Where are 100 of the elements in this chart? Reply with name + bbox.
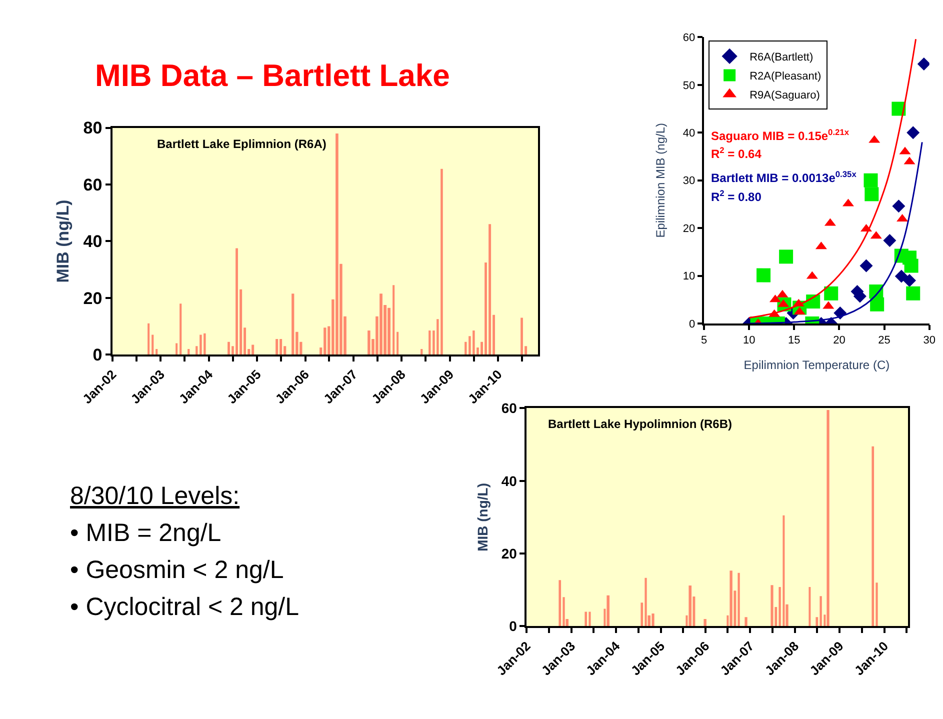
- point: [779, 250, 794, 264]
- bar: [558, 580, 562, 626]
- y-axis-title: MIB (ng/L): [474, 482, 490, 552]
- bar: [652, 614, 654, 626]
- y-tick-label: 40: [83, 232, 102, 252]
- annotation: Saguaro MIB = 0.15e$^{0.21x}$: [711, 127, 850, 144]
- x-tick-label: 20: [833, 334, 846, 346]
- bar: [200, 334, 202, 355]
- bar: [808, 586, 811, 626]
- bar: [588, 612, 591, 626]
- bar: [730, 570, 732, 626]
- bar: [276, 339, 278, 355]
- y-axis-title: Epilimnion MIB (ng/L): [654, 122, 668, 238]
- point: [904, 258, 918, 273]
- x-axis-title: Epilimnion Temperature (C): [744, 358, 890, 372]
- bar: [388, 308, 390, 355]
- bar: [704, 618, 706, 626]
- annotation: R$^{2}$ = 0.64: [711, 145, 762, 162]
- bar: [488, 224, 492, 355]
- bar: [396, 332, 399, 355]
- bar: [420, 348, 423, 355]
- y-tick-label: 40: [682, 127, 696, 140]
- bar: [770, 585, 774, 626]
- bar: [688, 586, 692, 626]
- legend-label: R6A(Bartlett): [750, 52, 814, 64]
- bar: [744, 617, 748, 626]
- point: [906, 126, 920, 140]
- bar: [252, 344, 254, 355]
- bar: [176, 343, 178, 355]
- bar: [820, 596, 822, 626]
- y-axis-title: MIB (ng/L): [53, 200, 72, 283]
- bar: [180, 304, 182, 355]
- x-tick-label: 15: [788, 334, 800, 346]
- point: [864, 187, 879, 202]
- y-tick-label: 0: [509, 618, 518, 634]
- y-tick-label: 0: [688, 318, 696, 330]
- x-tick-label: 5: [700, 334, 708, 346]
- y-tick-label: 20: [682, 222, 696, 235]
- bar: [738, 572, 740, 626]
- bar: [440, 168, 443, 355]
- point: [870, 297, 884, 312]
- bar: [428, 330, 431, 355]
- point: [892, 200, 906, 213]
- text: 8/30/10 Levels:: [70, 482, 240, 510]
- x-tick-label: 30: [923, 334, 936, 346]
- x-tick-label: 10: [742, 334, 756, 346]
- legend-label: R9A(Saguaro): [750, 90, 820, 102]
- bar: [280, 339, 282, 355]
- point: [906, 286, 920, 300]
- bar: [380, 294, 382, 355]
- bar: [196, 346, 198, 355]
- bar: [782, 515, 785, 626]
- y-tick-label: 60: [83, 175, 102, 194]
- bar: [148, 323, 150, 355]
- bar: [826, 410, 830, 626]
- bar: [156, 348, 158, 355]
- bar: [584, 612, 587, 626]
- x-tick-label: 25: [878, 334, 890, 346]
- point: [894, 270, 908, 283]
- y-tick-label: 80: [83, 118, 102, 138]
- point: [903, 274, 916, 288]
- y-tick-label: 0: [92, 346, 102, 365]
- bar: [292, 294, 294, 355]
- annotation: R$^{2}$ = 0.80: [711, 188, 762, 204]
- bar: [472, 330, 475, 355]
- bar: [520, 318, 523, 355]
- text: Bartlett Lake Eplimnion (R6A): [157, 137, 326, 151]
- y-tick-label: 20: [83, 288, 102, 308]
- text: • Geosmin < 2 ng/L: [70, 556, 284, 584]
- legend-label: R2A(Pleasant): [750, 70, 822, 83]
- annotation: Bartlett MIB = 0.0013e$^{0.35x}$: [711, 169, 857, 186]
- bar: [392, 285, 395, 355]
- y-tick-label: 50: [682, 80, 696, 92]
- y-tick-label: 40: [501, 472, 518, 489]
- point: [860, 259, 873, 272]
- bar: [336, 133, 338, 355]
- bar: [188, 348, 190, 355]
- point: [824, 286, 838, 300]
- bar: [228, 342, 230, 355]
- text: MIB Data – Bartlett Lake: [95, 58, 450, 93]
- y-tick-label: 20: [501, 545, 518, 562]
- y-tick-label: 30: [682, 175, 696, 188]
- text: • MIB = 2ng/L: [70, 519, 222, 547]
- point: [864, 173, 878, 188]
- y-tick-label: 60: [501, 400, 518, 416]
- text: • Cyclocitral < 2 ng/L: [70, 593, 300, 621]
- bar: [324, 328, 326, 355]
- bar: [644, 578, 647, 626]
- y-tick-label: 10: [682, 270, 696, 283]
- bar: [368, 330, 370, 355]
- point: [917, 57, 930, 70]
- text: Bartlett Lake Hypolimnion (R6B): [548, 417, 732, 431]
- point: [756, 268, 771, 282]
- y-tick-label: 60: [682, 32, 696, 44]
- bar: [152, 334, 154, 355]
- bar: [204, 333, 206, 355]
- bar: [606, 595, 610, 626]
- bar: [236, 248, 238, 355]
- point: [883, 234, 896, 247]
- bar: [872, 446, 874, 626]
